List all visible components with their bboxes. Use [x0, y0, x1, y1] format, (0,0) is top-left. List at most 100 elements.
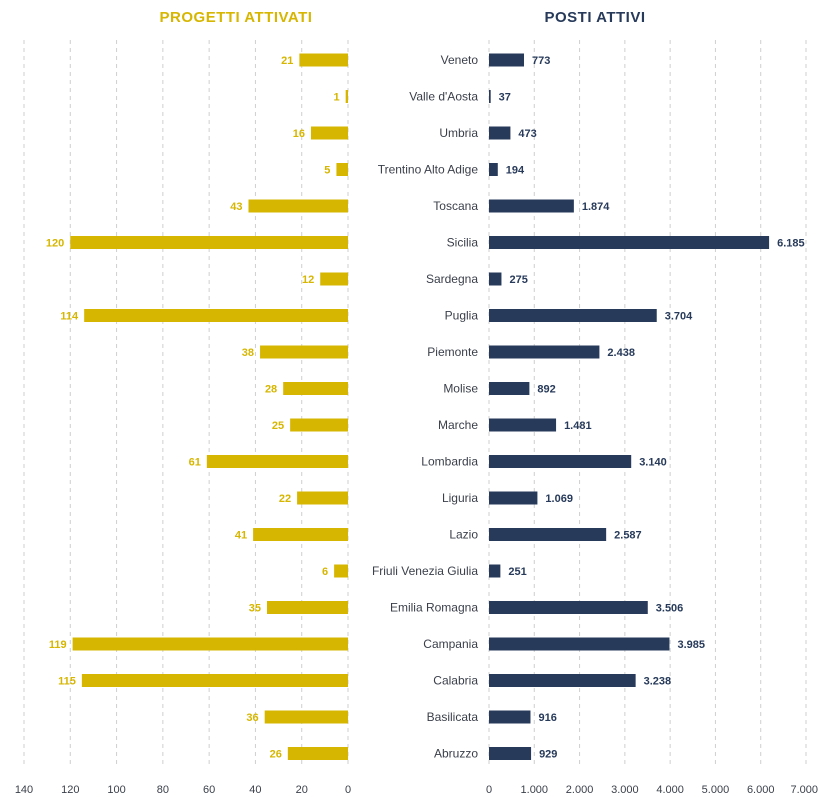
region-label: Umbria: [439, 126, 478, 140]
right-bar: [489, 163, 498, 176]
left-bar: [334, 564, 348, 578]
right-bar: [489, 309, 657, 322]
right-tick-label: 4.000: [656, 784, 684, 796]
region-label: Basilicata: [427, 710, 479, 724]
left-data-label: 21: [281, 55, 293, 67]
left-bar: [336, 163, 348, 176]
right-data-label: 3.140: [639, 457, 667, 469]
left-data-label: 25: [272, 420, 284, 432]
right-bar: [489, 382, 530, 395]
right-bar: [489, 601, 648, 614]
left-data-label: 12: [302, 274, 314, 286]
right-bar: [489, 90, 491, 103]
right-tick-label: 2.000: [566, 784, 594, 796]
left-bar: [320, 272, 348, 286]
right-data-label: 473: [518, 128, 536, 140]
left-bar: [267, 601, 348, 614]
right-tick-labels: 0 1.000 2.000 3.000 4.000 5.000 6.000 7.000: [486, 784, 818, 796]
right-data-label: 2.587: [614, 530, 642, 542]
left-data-label: 28: [265, 384, 277, 396]
left-gridlines: [23, 40, 349, 768]
right-data-label: 251: [508, 566, 526, 578]
region-label: Sicilia: [447, 236, 479, 250]
right-data-label: 275: [509, 274, 527, 286]
right-data-label: 1.069: [545, 493, 573, 505]
left-tick-label: 80: [157, 784, 169, 796]
left-bar: [345, 90, 348, 103]
left-data-label: 120: [46, 238, 64, 250]
left-bar: [70, 236, 349, 249]
left-bar: [310, 126, 348, 140]
right-bars: 773 37 473 194 1.874 6.185 275 3.704 2.438 892 1.4…: [489, 53, 805, 761]
right-data-label: 37: [499, 92, 511, 104]
region-label: Emilia Romagna: [390, 601, 478, 615]
right-data-label: 2.438: [607, 347, 635, 359]
right-bar: [489, 491, 538, 505]
left-data-label: 36: [246, 712, 258, 724]
left-tick-label: 20: [296, 784, 308, 796]
right-tick-label: 0: [486, 784, 492, 796]
left-data-label: 119: [49, 639, 67, 651]
region-label: Abruzzo: [434, 747, 478, 761]
left-data-label: 43: [230, 201, 242, 213]
right-data-label: 3.238: [644, 676, 672, 688]
left-data-label: 22: [279, 493, 291, 505]
left-data-label: 114: [60, 311, 79, 323]
left-tick-label: 0: [345, 784, 351, 796]
region-label: Lazio: [449, 528, 478, 542]
left-data-label: 115: [58, 676, 76, 688]
left-bar: [287, 747, 348, 760]
region-label: Valle d'Aosta: [409, 90, 478, 104]
left-tick-label: 140: [15, 784, 33, 796]
region-label: Toscana: [433, 199, 478, 213]
right-bar: [489, 564, 501, 578]
right-tick-label: 7.000: [790, 784, 818, 796]
region-label: Puglia: [445, 309, 479, 323]
left-tick-label: 40: [249, 784, 261, 796]
region-label: Molise: [443, 382, 478, 396]
right-tick-label: 6.000: [747, 784, 775, 796]
left-data-label: 41: [235, 530, 247, 542]
right-tick-label: 1.000: [521, 784, 549, 796]
left-tick-label: 60: [203, 784, 215, 796]
left-bar: [84, 309, 349, 322]
region-label: Friuli Venezia Giulia: [372, 564, 478, 578]
region-label: Piemonte: [427, 345, 478, 359]
right-bar: [489, 236, 770, 249]
right-bar: [489, 126, 511, 140]
right-bar: [489, 455, 632, 468]
left-bar: [253, 528, 348, 541]
left-data-label: 1: [334, 92, 340, 104]
right-bar: [489, 528, 607, 541]
right-data-label: 773: [532, 55, 550, 67]
right-tick-label: 3.000: [611, 784, 639, 796]
right-data-label: 1.481: [564, 420, 592, 432]
right-gridlines: [488, 40, 807, 768]
right-bar: [489, 345, 600, 359]
left-data-label: 5: [324, 165, 330, 177]
left-bar: [81, 674, 348, 687]
region-label: Sardegna: [426, 272, 478, 286]
left-tick-label: 100: [107, 784, 125, 796]
right-data-label: 3.985: [677, 639, 705, 651]
left-bar: [299, 53, 348, 67]
left-data-label: 16: [293, 128, 305, 140]
right-bar: [489, 199, 574, 213]
left-tick-labels: 140 120 100 80 60 40 20 0: [15, 784, 351, 796]
left-bar: [72, 637, 348, 651]
left-data-label: 38: [242, 347, 254, 359]
region-label: Campania: [423, 637, 478, 651]
left-bar: [248, 199, 348, 213]
right-data-label: 929: [539, 749, 557, 761]
right-bar: [489, 747, 532, 760]
left-bar: [206, 455, 348, 468]
region-label: Marche: [438, 418, 478, 432]
right-bar: [489, 272, 502, 286]
right-data-label: 3.506: [656, 603, 684, 615]
right-data-label: 892: [537, 384, 555, 396]
right-bar: [489, 53, 525, 67]
right-tick-label: 5.000: [702, 784, 730, 796]
left-data-label: 61: [189, 457, 201, 469]
left-bar: [290, 418, 348, 432]
region-label: Trentino Alto Adige: [378, 163, 479, 177]
